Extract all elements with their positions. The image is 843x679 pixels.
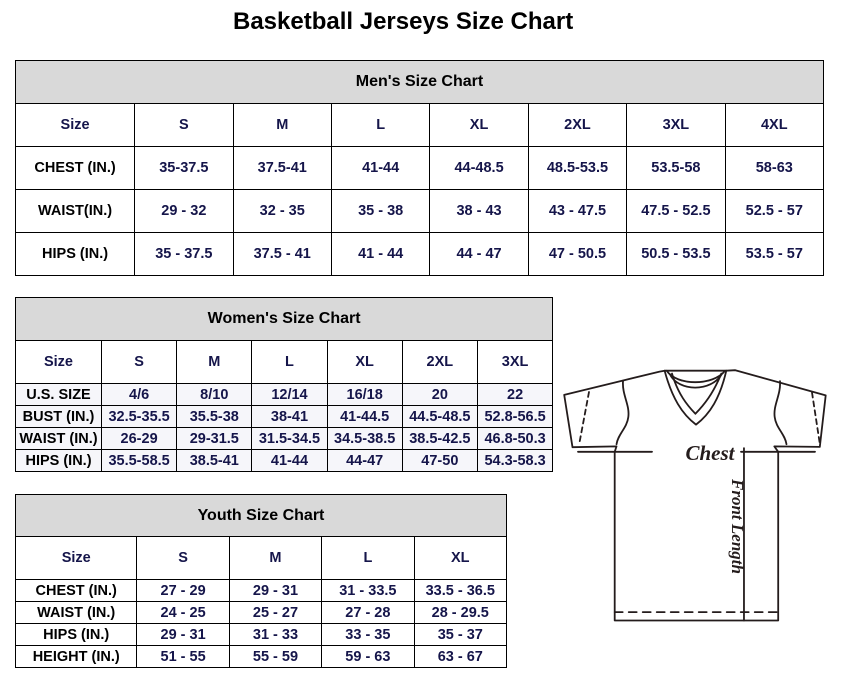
svg-text:Front Length: Front Length xyxy=(728,478,747,574)
svg-text:Chest: Chest xyxy=(685,441,735,465)
